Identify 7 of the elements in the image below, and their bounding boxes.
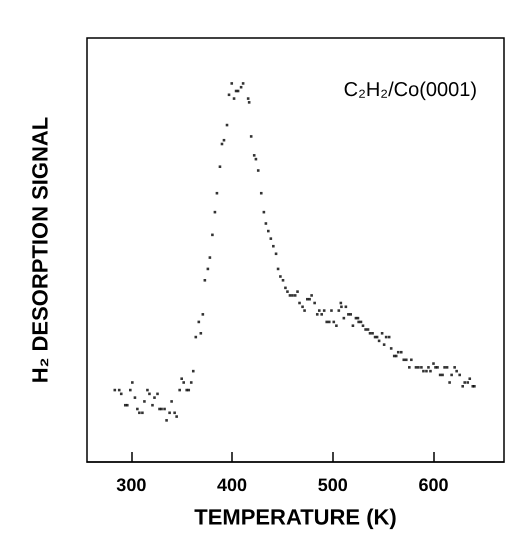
x-tick-label: 400 bbox=[217, 475, 248, 495]
x-tick-label: 600 bbox=[418, 475, 449, 495]
y-axis-title: H₂ DESORPTION SIGNAL bbox=[28, 116, 52, 384]
x-tick-label: 500 bbox=[318, 475, 348, 495]
x-axis-title: TEMPERATURE (K) bbox=[194, 504, 397, 530]
x-tick-label: 300 bbox=[116, 475, 146, 495]
annotation: C₂H₂/Co(0001) bbox=[344, 79, 478, 101]
